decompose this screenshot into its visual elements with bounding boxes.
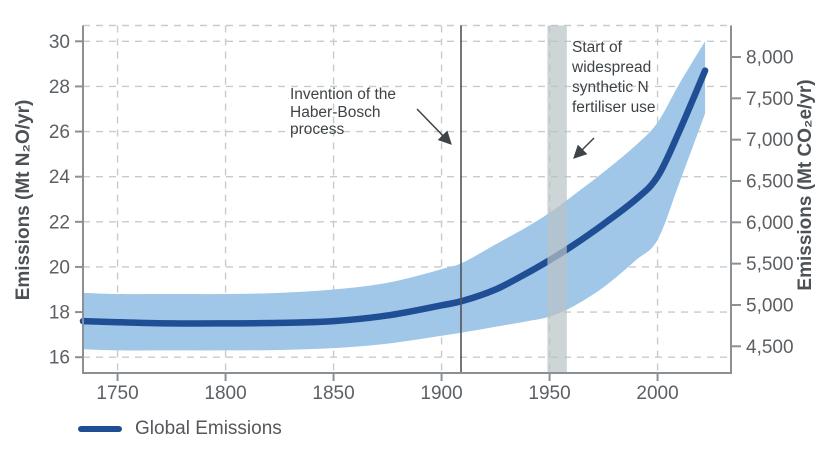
x-tick-label: 2000 [636, 383, 678, 404]
legend: Global Emissions [78, 418, 282, 440]
y-right-tick-label: 8,000 [746, 47, 794, 68]
fertiliser-use-band [547, 25, 567, 373]
y-left-tick-label: 20 [49, 257, 70, 278]
legend-label: Global Emissions [135, 418, 282, 439]
y-right-tick-label: 7,000 [746, 130, 794, 151]
y-left-tick-label: 22 [49, 212, 70, 233]
annotation-haber-bosch: Invention of the Haber-Bosch process [290, 86, 396, 138]
y-right-tick-label: 5,000 [746, 295, 794, 316]
y-axis-label-left: Emissions (Mt N₂O/yr) [13, 99, 34, 301]
y-right-tick-label: 5,500 [746, 254, 794, 275]
global-emissions-line [79, 67, 709, 327]
legend-line-marker [78, 425, 122, 433]
x-tick-label: 1850 [312, 383, 354, 404]
fertiliser-use-arrow [573, 137, 595, 159]
x-tick-label: 1750 [96, 383, 138, 404]
y-right-tick-label: 6,500 [746, 171, 794, 192]
y-right-tick-label: 6,000 [746, 213, 794, 234]
y-left-tick-label: 16 [49, 348, 70, 369]
x-tick-label: 1800 [204, 383, 246, 404]
y-right-tick-label: 4,500 [746, 337, 794, 358]
x-tick-label: 1950 [528, 383, 570, 404]
y-left-tick-label: 18 [49, 303, 70, 324]
y-axis-label-right: Emissions (Mt CO₂e/yr) [795, 79, 816, 291]
y-left-tick-label: 24 [49, 167, 71, 188]
annotation-fertiliser-use: Start of widespread synthetic N fertilis… [572, 39, 656, 116]
y-right-tick-label: 7,500 [746, 89, 794, 110]
haber-bosch-arrow [416, 108, 452, 145]
y-left-tick-label: 26 [49, 122, 70, 143]
x-tick-label: 1900 [420, 383, 462, 404]
y-left-tick-label: 28 [49, 77, 70, 98]
y-left-tick-label: 30 [49, 32, 70, 53]
